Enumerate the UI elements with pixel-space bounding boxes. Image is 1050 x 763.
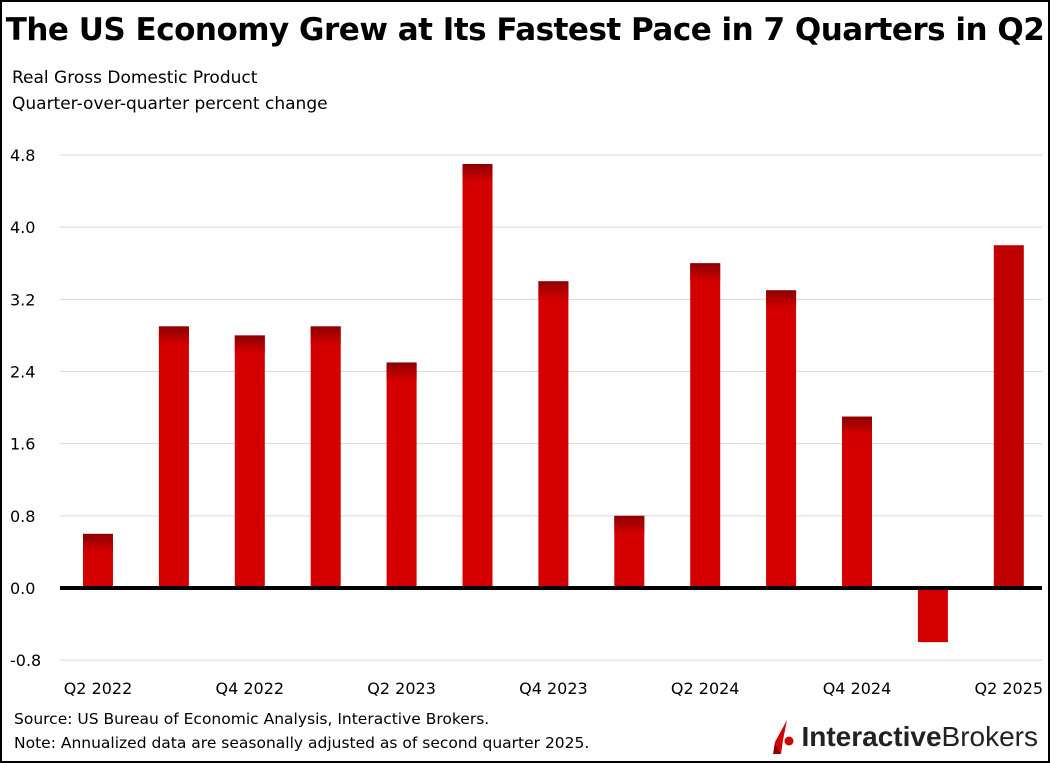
bar — [538, 281, 569, 588]
y-tick-label: 4.8 — [10, 146, 35, 165]
y-tick-label: 0.8 — [10, 507, 35, 526]
bar-top-shade — [234, 335, 265, 354]
bar — [310, 326, 341, 588]
footnote: Note: Annualized data are seasonally adj… — [14, 734, 590, 752]
y-tick-label: -0.8 — [10, 651, 41, 670]
bar — [158, 326, 189, 588]
bar-top-shade — [690, 263, 721, 282]
x-tick-label: Q2 2022 — [64, 679, 133, 698]
y-tick-label: 1.6 — [10, 435, 35, 454]
bar — [842, 416, 872, 588]
bar-top-shade — [766, 290, 797, 309]
interactive-brokers-logo: Interactive Brokers — [771, 720, 1038, 754]
bar — [234, 335, 265, 588]
bar-top-shade — [386, 362, 417, 381]
bar — [690, 263, 721, 588]
x-tick-label: Q4 2022 — [216, 679, 285, 698]
bar-top-shade — [842, 416, 872, 435]
bar-top-shade — [158, 326, 189, 345]
x-tick-label: Q4 2023 — [519, 679, 588, 698]
bar — [993, 245, 1024, 589]
source-note: Source: US Bureau of Economic Analysis, … — [14, 710, 490, 728]
ib-logo-icon — [773, 720, 794, 754]
x-tick-label: Q4 2024 — [823, 679, 892, 698]
y-tick-label: 0.0 — [10, 579, 35, 598]
bar-top-shade — [614, 515, 645, 534]
chart-unit: Quarter-over-quarter percent change — [12, 94, 328, 114]
bar — [766, 290, 797, 588]
bar — [462, 164, 493, 589]
bar-top-shade — [462, 164, 493, 183]
bar-top-shade — [310, 326, 341, 345]
x-tick-label: Q2 2023 — [367, 679, 436, 698]
logo-text-regular: Brokers — [941, 721, 1038, 752]
bar-top-shade — [538, 281, 569, 300]
x-tick-label: Q2 2025 — [975, 679, 1044, 698]
logo-text-bold: Interactive — [801, 721, 942, 752]
chart-subtitle: Real Gross Domestic Product — [12, 68, 258, 88]
y-tick-label: 3.2 — [10, 290, 35, 309]
bar — [386, 362, 417, 588]
chart-title: The US Economy Grew at Its Fastest Pace … — [5, 12, 1045, 48]
bar-top-shade — [83, 533, 113, 552]
bar — [917, 588, 948, 643]
y-tick-label: 2.4 — [10, 363, 35, 382]
y-tick-label: 4.0 — [10, 218, 35, 237]
x-tick-label: Q2 2024 — [671, 679, 740, 698]
